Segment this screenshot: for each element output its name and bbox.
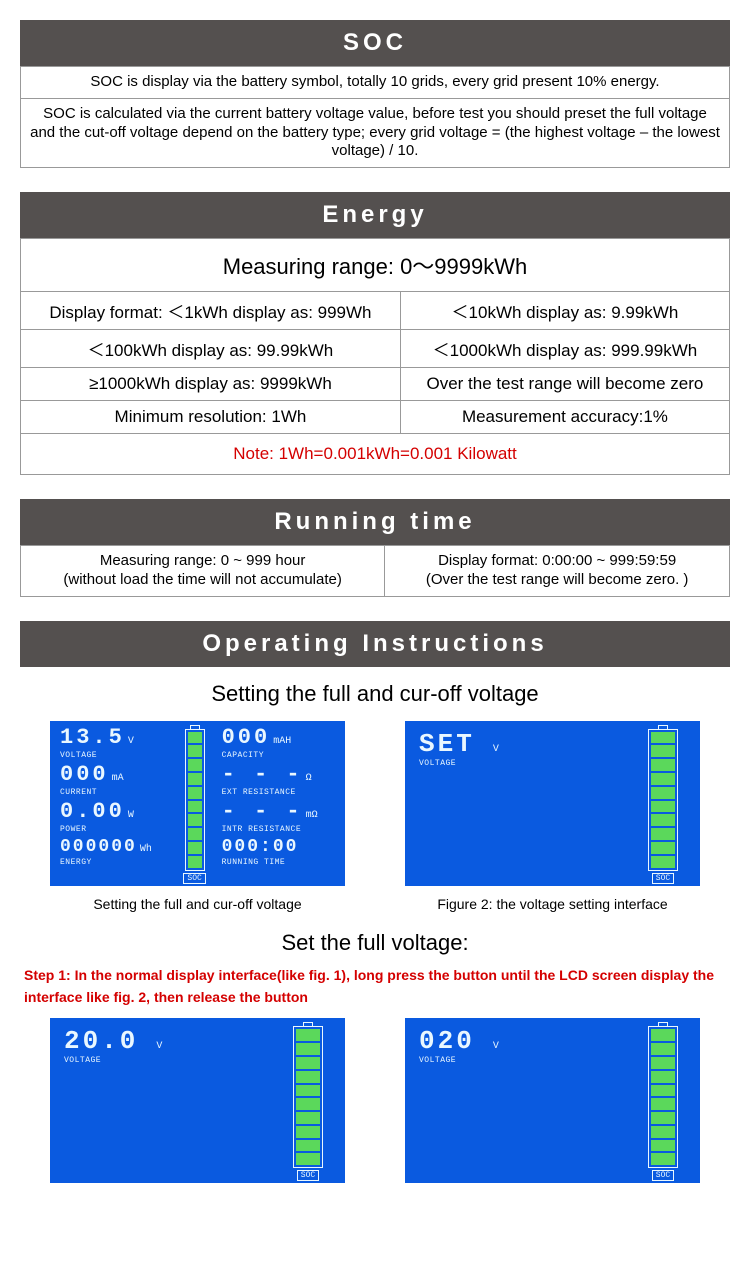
energy-cell: ≥1000kWh display as: 9999kWh: [21, 368, 401, 401]
battery-icon: SOC: [172, 721, 218, 886]
soc-row1: SOC is display via the battery symbol, t…: [21, 67, 730, 99]
energy-cell: Measurement accuracy:1%: [400, 401, 729, 434]
battery-icon: SOC: [285, 1018, 331, 1183]
step1-text: Step 1: In the normal display interface(…: [20, 964, 730, 1019]
runningtime-left: Measuring range: 0 ~ 999 hour (without l…: [21, 546, 385, 597]
soc-header: SOC: [20, 20, 730, 66]
energy-cell: Over the test range will become zero: [400, 368, 729, 401]
energy-header: Energy: [20, 192, 730, 238]
battery-icon: SOC: [640, 1018, 686, 1183]
runningtime-header: Running time: [20, 499, 730, 545]
energy-cell: Display format: ＜1kWh display as: 999Wh: [21, 292, 401, 330]
energy-range: Measuring range: 0～9999kWh: [21, 239, 730, 292]
fig1-caption: Setting the full and cur-off voltage: [50, 896, 345, 912]
energy-table: Measuring range: 0～9999kWh Display forma…: [20, 238, 730, 475]
runningtime-right: Display format: 0:00:00 ~ 999:59:59 (Ove…: [385, 546, 730, 597]
operating-subtitle-2: Set the full voltage:: [20, 930, 730, 956]
energy-cell: ＜10kWh display as: 9.99kWh: [400, 292, 729, 330]
lcd-fig3: 20.0V VOLTAGE SOC: [50, 1018, 345, 1183]
lcd-fig1: 13.5V VOLTAGE 000mA CURRENT 0.00W POWER …: [50, 721, 345, 886]
soc-row2: SOC is calculated via the current batter…: [21, 98, 730, 167]
energy-note: Note: 1Wh=0.001kWh=0.001 Kilowatt: [21, 434, 730, 475]
lcd-fig4: 020V VOLTAGE SOC: [405, 1018, 700, 1183]
energy-cell: ＜100kWh display as: 99.99kWh: [21, 330, 401, 368]
runningtime-table: Measuring range: 0 ~ 999 hour (without l…: [20, 545, 730, 597]
fig2-caption: Figure 2: the voltage setting interface: [405, 896, 700, 912]
battery-icon: SOC: [640, 721, 686, 886]
energy-cell: Minimum resolution: 1Wh: [21, 401, 401, 434]
energy-cell: ＜1000kWh display as: 999.99kWh: [400, 330, 729, 368]
operating-header: Operating Instructions: [20, 621, 730, 667]
soc-table: SOC is display via the battery symbol, t…: [20, 66, 730, 168]
lcd-fig2: SETV VOLTAGE SOC: [405, 721, 700, 886]
operating-subtitle-1: Setting the full and cur-off voltage: [20, 681, 730, 707]
